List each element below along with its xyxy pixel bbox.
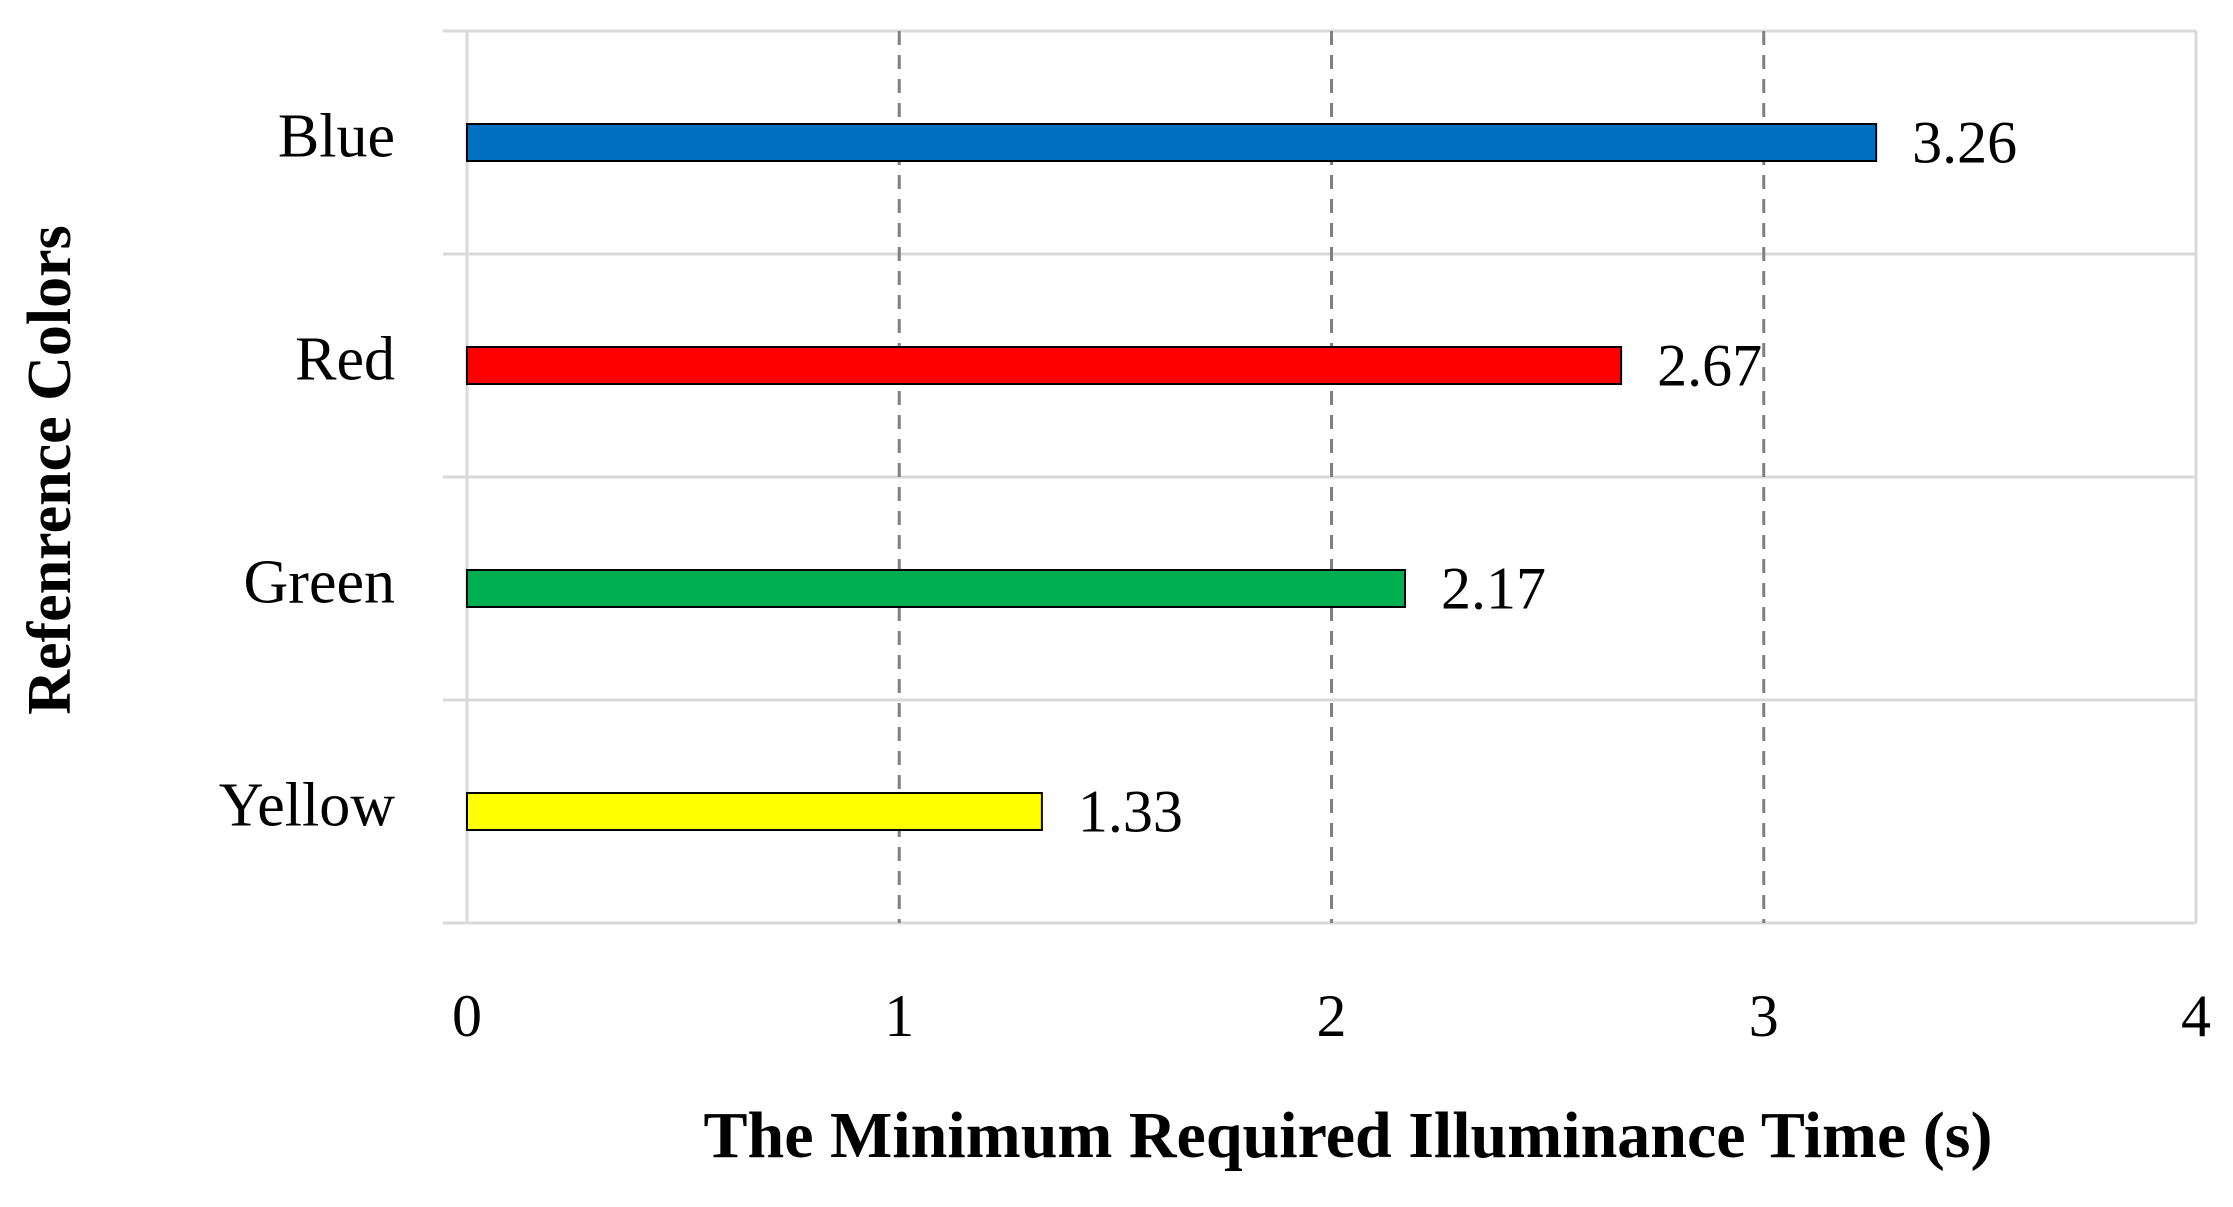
- x-axis-title: The Minimum Required Illuminance Time (s…: [704, 1099, 1993, 1172]
- y-tick-label: Red: [295, 326, 395, 394]
- y-tick-label: Yellow: [219, 772, 396, 840]
- value-label: 2.17: [1441, 555, 1546, 621]
- bar: [466, 346, 1623, 385]
- bar: [466, 792, 1043, 831]
- value-label: 1.33: [1078, 778, 1183, 844]
- x-tick-label: 4: [2181, 983, 2211, 1049]
- x-tick-label: 1: [884, 983, 914, 1049]
- x-tick-label: 0: [452, 983, 482, 1049]
- bar: [466, 569, 1406, 608]
- value-label: 2.67: [1657, 332, 1762, 398]
- y-axis-title: Refenrence Colors: [16, 225, 84, 715]
- value-label: 3.26: [1912, 109, 2017, 175]
- y-tick-label: Blue: [278, 103, 395, 171]
- x-tick-label: 2: [1317, 983, 1347, 1049]
- y-tick-label: Green: [244, 549, 395, 617]
- bar: [466, 123, 1878, 162]
- x-tick-label: 3: [1749, 983, 1779, 1049]
